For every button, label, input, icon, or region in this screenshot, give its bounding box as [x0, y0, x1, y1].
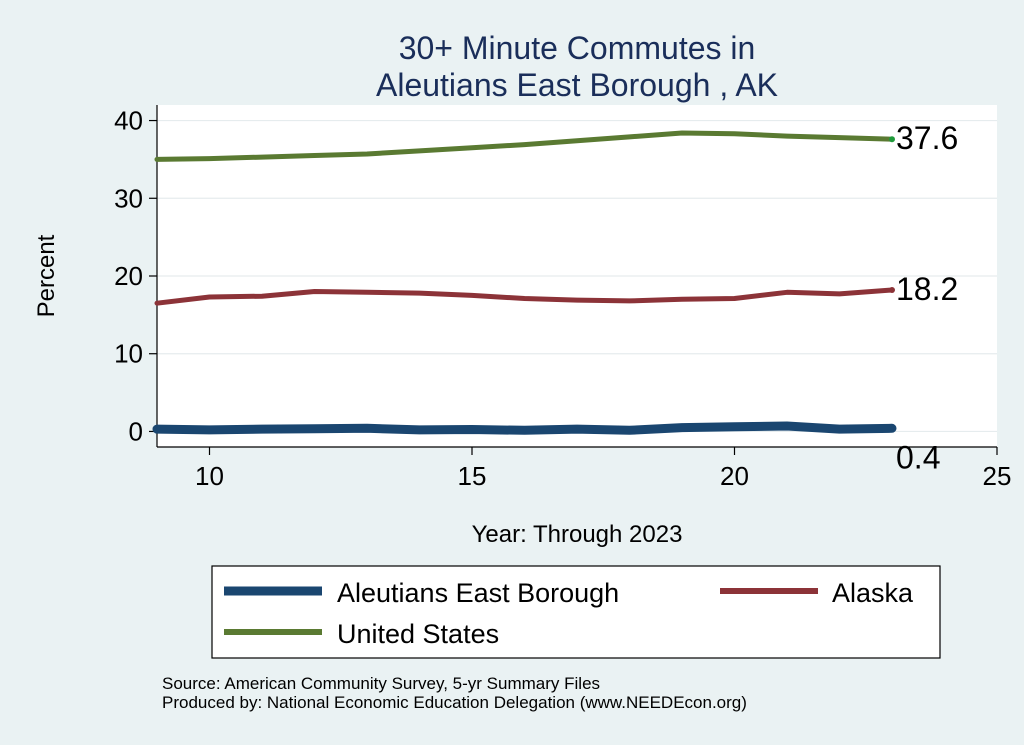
- legend-label-aleutians: Aleutians East Borough: [337, 578, 619, 608]
- series-end-point-alaska: [889, 286, 895, 293]
- legend-box: [211, 565, 941, 659]
- end-label-aleutians-east-borough: 0.4: [896, 439, 940, 475]
- y-tick-label-40: 40: [114, 106, 143, 136]
- legend-label-united-states: United States: [337, 619, 499, 649]
- end-label-united-states: 37.6: [896, 120, 958, 156]
- x-tick-label-25: 25: [983, 461, 1012, 491]
- legend: Aleutians East Borough Alaska United Sta…: [211, 565, 941, 659]
- x-tick-label-15: 15: [458, 461, 487, 491]
- chart-title-line-1: 30+ Minute Commutes in: [399, 30, 756, 66]
- x-axis-label: Year: Through 2023: [472, 521, 683, 548]
- source-line-2: Produced by: National Economic Education…: [162, 693, 747, 712]
- y-tick-label-20: 20: [114, 261, 143, 291]
- series-end-point-united-states: [889, 136, 895, 143]
- x-tick-label-20: 20: [720, 461, 749, 491]
- x-tick-label-10: 10: [195, 461, 224, 491]
- chart-title-line-2: Aleutians East Borough , AK: [376, 67, 778, 103]
- series-line-aleutians-east-borough: [152, 421, 897, 435]
- end-labels: 0.4 18.2 37.6: [896, 120, 958, 475]
- axes: 0 10 20 30 40 10 15 20 25: [114, 105, 1011, 491]
- source-line-1: Source: American Community Survey, 5-yr …: [162, 674, 600, 693]
- y-tick-label-0: 0: [129, 416, 143, 446]
- y-tick-label-30: 30: [114, 183, 143, 213]
- y-tick-label-10: 10: [114, 339, 143, 369]
- series-line-united-states: [154, 130, 895, 162]
- y-axis-label: Percent: [33, 234, 60, 317]
- series-lines: [152, 130, 897, 435]
- end-label-alaska: 18.2: [896, 271, 958, 307]
- series-line-alaska: [154, 287, 895, 306]
- series-end-point-aleutians-east-borough: [889, 425, 895, 432]
- legend-label-alaska: Alaska: [832, 578, 914, 608]
